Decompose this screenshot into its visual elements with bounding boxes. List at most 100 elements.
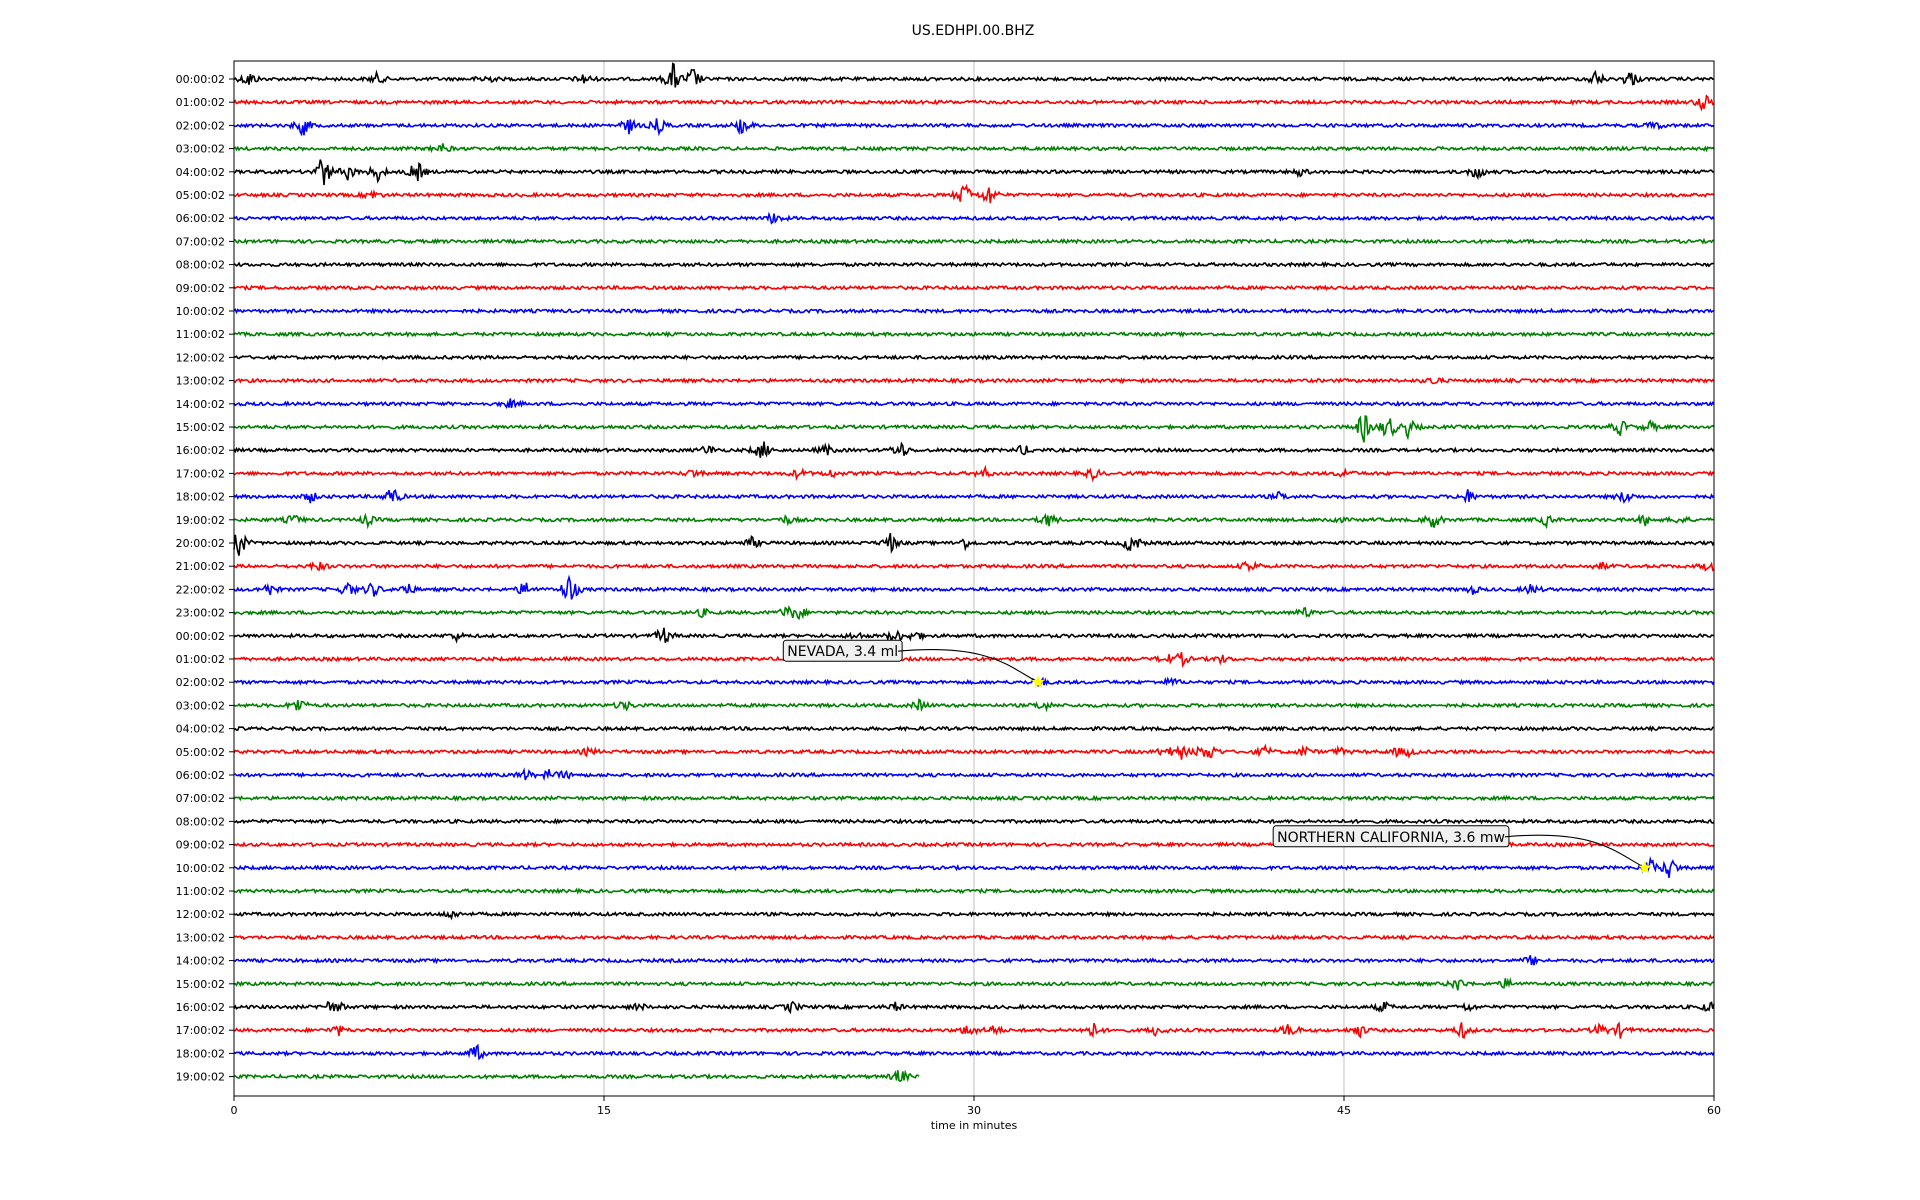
x-axis-label: time in minutes — [931, 1119, 1018, 1132]
y-tick-labels: 00:00:02 01:00:02 02:00:02 03:00:02 04:00:02… — [176, 73, 234, 1084]
y-tick-label: 10:00:02 — [176, 862, 225, 875]
y-tick-label: 03:00:02 — [176, 143, 225, 156]
y-tick-label: 05:00:02 — [176, 746, 225, 759]
trace-line — [233, 560, 1715, 573]
y-tick-label: 04:00:02 — [176, 723, 225, 736]
y-tick-label: 16:00:02 — [176, 444, 225, 457]
y-tick-label: 21:00:02 — [176, 560, 225, 573]
trace-line — [233, 94, 1715, 112]
trace-line — [233, 237, 1715, 245]
trace-line — [233, 794, 1715, 802]
trace-line — [233, 330, 1715, 338]
trace-rows — [233, 62, 1715, 1083]
trace-line — [234, 1069, 920, 1083]
event-marker-star — [1638, 860, 1652, 874]
y-tick-label: 00:00:02 — [176, 73, 225, 86]
trace-line — [233, 441, 1715, 458]
y-tick-label: 11:00:02 — [176, 328, 225, 341]
y-tick-label: 06:00:02 — [176, 212, 225, 225]
y-tick-label: 02:00:02 — [176, 676, 225, 689]
y-tick-label: 04:00:02 — [176, 166, 225, 179]
trace-line — [233, 910, 1715, 921]
trace-line — [233, 284, 1715, 292]
annotation-connector — [1504, 834, 1646, 869]
trace-line — [233, 62, 1715, 88]
trace-line — [233, 1000, 1715, 1015]
annotation-label: NEVADA, 3.4 ml — [787, 644, 898, 660]
annotation-connector — [898, 649, 1039, 683]
trace-line — [233, 118, 1715, 137]
x-tick-label: 15 — [597, 1104, 611, 1117]
event-annotation: NEVADA, 3.4 ml — [782, 639, 1045, 688]
trace-line — [233, 415, 1715, 443]
trace-line — [233, 143, 1715, 154]
y-tick-label: 12:00:02 — [176, 908, 225, 921]
trace-line — [233, 743, 1715, 760]
y-tick-label: 06:00:02 — [176, 769, 225, 782]
y-tick-label: 17:00:02 — [176, 1024, 225, 1037]
y-tick-label: 12:00:02 — [176, 351, 225, 364]
trace-line — [233, 574, 1715, 600]
trace-line — [233, 676, 1715, 687]
trace-line — [233, 767, 1715, 782]
y-tick-label: 13:00:02 — [176, 375, 225, 388]
trace-line — [233, 604, 1715, 621]
trace-line — [233, 307, 1715, 315]
y-tick-label: 10:00:02 — [176, 305, 225, 318]
y-tick-label: 17:00:02 — [176, 467, 225, 480]
trace-line — [233, 698, 1715, 713]
y-tick-label: 00:00:02 — [176, 630, 225, 643]
trace-line — [233, 464, 1715, 483]
y-tick-label: 11:00:02 — [176, 885, 225, 898]
y-tick-label: 22:00:02 — [176, 583, 225, 596]
trace-line — [233, 512, 1715, 530]
trace-line — [233, 976, 1715, 991]
x-tick-label: 45 — [1337, 1104, 1351, 1117]
y-tick-label: 15:00:02 — [176, 978, 225, 991]
chart-title: US.EDHPI.00.BHZ — [912, 23, 1035, 39]
trace-line — [233, 159, 1715, 186]
y-tick-label: 05:00:02 — [176, 189, 225, 202]
y-tick-label: 02:00:02 — [176, 119, 225, 132]
vertical-gridlines — [603, 61, 1345, 1096]
trace-line — [233, 533, 1715, 556]
x-tick-label: 0 — [231, 1104, 238, 1117]
trace-line — [233, 887, 1715, 895]
trace-line — [233, 260, 1715, 269]
y-tick-label: 16:00:02 — [176, 1001, 225, 1014]
event-annotation: NORTHERN CALIFORNIA, 3.6 mw — [1272, 825, 1652, 874]
event-marker-star — [1031, 675, 1045, 688]
y-tick-label: 23:00:02 — [176, 607, 225, 620]
trace-line — [233, 488, 1715, 504]
y-tick-label: 19:00:02 — [176, 514, 225, 527]
y-tick-label: 15:00:02 — [176, 421, 225, 434]
y-tick-label: 09:00:02 — [176, 282, 225, 295]
y-tick-label: 13:00:02 — [176, 931, 225, 944]
trace-line — [233, 627, 1714, 645]
trace-line — [233, 398, 1715, 410]
trace-line — [233, 376, 1715, 385]
x-tick-label: 30 — [967, 1104, 981, 1117]
trace-line — [233, 353, 1715, 361]
y-tick-label: 09:00:02 — [176, 839, 225, 852]
trace-line — [233, 955, 1715, 966]
annotation-label: NORTHERN CALIFORNIA, 3.6 mw — [1277, 830, 1505, 846]
trace-line — [233, 652, 1715, 668]
y-tick-label: 01:00:02 — [176, 96, 225, 109]
y-tick-label: 08:00:02 — [176, 815, 225, 828]
y-tick-label: 14:00:02 — [176, 398, 225, 411]
trace-line — [233, 933, 1715, 942]
trace-line — [233, 211, 1715, 225]
plot-frame — [233, 60, 1715, 1097]
y-tick-label: 03:00:02 — [176, 699, 225, 712]
x-ticks: 0 15 30 45 60 — [231, 1096, 1721, 1117]
y-tick-label: 07:00:02 — [176, 235, 225, 248]
y-tick-label: 01:00:02 — [176, 653, 225, 666]
y-tick-label: 20:00:02 — [176, 537, 225, 550]
event-annotations: NEVADA, 3.4 ml NORTHERN CALIFORNIA, 3.6 m… — [782, 639, 1652, 874]
x-tick-label: 60 — [1707, 1104, 1721, 1117]
trace-line — [233, 725, 1715, 733]
trace-line — [233, 856, 1715, 878]
